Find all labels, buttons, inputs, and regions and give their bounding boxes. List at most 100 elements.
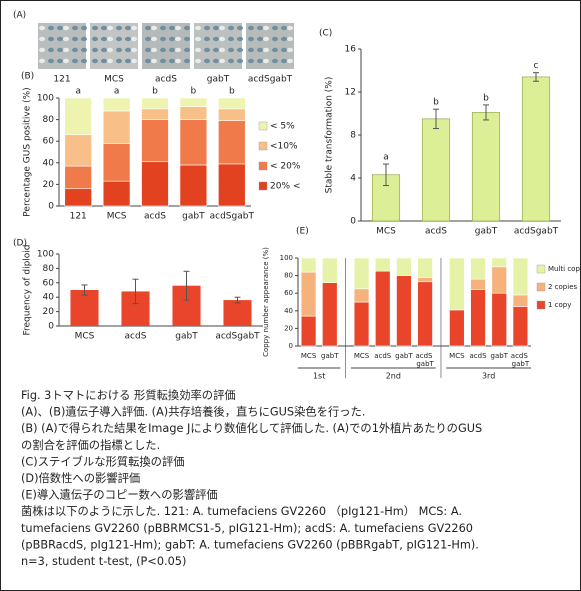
- caption-line: (pBBRacdS, pIg121-Hm); gabT: A. tumefaci…: [21, 538, 479, 551]
- explant: [116, 47, 122, 53]
- explant: [160, 58, 166, 64]
- significance-letter: b: [152, 87, 158, 97]
- explant: [57, 58, 63, 64]
- bar-segment: [64, 97, 92, 136]
- explant: [92, 36, 98, 42]
- x-tick-label: acdSgabT: [210, 212, 255, 222]
- explant: [116, 36, 122, 42]
- explant: [125, 25, 131, 31]
- explant: [248, 25, 254, 31]
- bar-segment: [417, 281, 433, 347]
- explant: [248, 36, 254, 42]
- bar-segment: [322, 282, 338, 347]
- bar-segment: [417, 257, 433, 278]
- explant: [72, 36, 78, 42]
- explant: [228, 58, 234, 64]
- x-tick-label: acdS: [374, 352, 392, 360]
- caption-line: n=3, student t-test, (P<0.05): [21, 555, 186, 568]
- explant: [169, 25, 175, 31]
- explant: [63, 25, 69, 31]
- photo-label: acdSgabT: [248, 75, 293, 85]
- explant: [248, 58, 254, 64]
- explant: [263, 58, 269, 64]
- caption-line: (C)ステイブルな形質転換の評価: [21, 454, 185, 468]
- significance-letter: b: [191, 87, 197, 97]
- explant: [131, 47, 137, 53]
- explant: [281, 47, 287, 53]
- bar-segment: [102, 97, 131, 112]
- bar: [223, 300, 252, 326]
- x-tick-label: acdS gabT: [511, 352, 530, 368]
- explant: [57, 25, 63, 31]
- x-tick-label: 121: [70, 212, 87, 222]
- bar: [521, 76, 551, 222]
- explant: [107, 36, 113, 42]
- legend-label: 2 copies: [548, 283, 578, 291]
- explant: [169, 47, 175, 53]
- bar-segment: [102, 110, 131, 144]
- explant: [101, 36, 107, 42]
- explant: [263, 47, 269, 53]
- explant: [81, 25, 87, 31]
- caption-line: (E)導入遺伝子のコピー数への影響評価: [21, 488, 218, 502]
- bar-segment: [300, 271, 317, 317]
- bar-segment: [491, 257, 507, 268]
- bar-segment: [218, 163, 246, 207]
- explant: [281, 58, 287, 64]
- bar: [70, 290, 99, 326]
- x-tick-label: gabT: [182, 212, 205, 222]
- panel-label: (D): [13, 239, 27, 249]
- bar-segment: [300, 257, 317, 273]
- photo-label: gabT: [207, 75, 230, 85]
- legend-swatch: [536, 264, 546, 274]
- y-tick-label: 0: [48, 322, 54, 332]
- x-tick-label: MCS: [301, 352, 317, 360]
- x-tick-label: acdSgabT: [215, 332, 260, 342]
- explant: [131, 58, 137, 64]
- explant: [281, 36, 287, 42]
- y-tick-label: 0: [48, 202, 54, 212]
- explant: [151, 25, 157, 31]
- caption-line: (B) (A)で得られた結果をImage Jにより数値化して評価した. (A)で…: [21, 421, 482, 435]
- y-tick-label: 8: [350, 131, 356, 141]
- explant: [257, 47, 263, 53]
- x-tick-label: MCS: [354, 352, 370, 360]
- explant: [116, 25, 122, 31]
- explant: [48, 25, 54, 31]
- explant: [195, 47, 201, 53]
- explant: [101, 58, 107, 64]
- y-tick-label: 20: [284, 324, 293, 332]
- x-tick-label: acdS: [144, 212, 166, 222]
- explant: [145, 58, 151, 64]
- explant: [204, 25, 210, 31]
- panel-label: (B): [21, 72, 34, 82]
- explant: [195, 58, 201, 64]
- explant: [257, 36, 263, 42]
- y-tick-label: 100: [280, 254, 293, 262]
- bar-segment: [375, 270, 391, 347]
- explant: [72, 25, 78, 31]
- bar-segment: [491, 266, 507, 294]
- caption-line: 菌株は以下のように示した. 121: A. tumefaciens GV2260…: [21, 504, 462, 518]
- explant: [145, 36, 151, 42]
- y-tick-label: 80: [43, 264, 55, 274]
- significance-letter: a: [75, 87, 81, 97]
- bar-segment: [396, 275, 412, 347]
- y-tick-label: 40: [284, 307, 293, 315]
- group-label: 2nd: [386, 372, 401, 381]
- y-tick-label: 80: [43, 115, 55, 125]
- explant: [131, 36, 137, 42]
- explant: [125, 58, 131, 64]
- explant: [48, 47, 54, 53]
- bar-segment: [141, 108, 169, 120]
- significance-letter: c: [534, 61, 539, 71]
- explant: [287, 36, 293, 42]
- explant: [213, 58, 219, 64]
- bar-segment: [141, 161, 169, 207]
- legend-label: < 5%: [270, 122, 295, 132]
- explant: [101, 47, 107, 53]
- explant: [184, 58, 190, 64]
- explant: [287, 58, 293, 64]
- explant: [81, 47, 87, 53]
